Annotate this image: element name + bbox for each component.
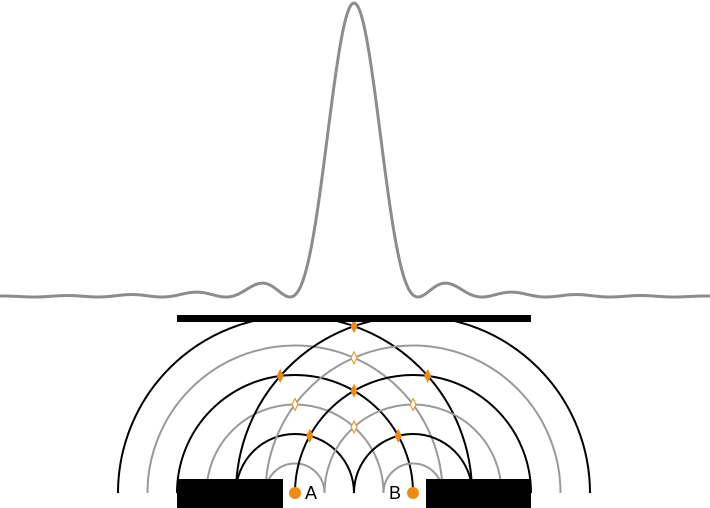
constructive-node (424, 368, 432, 384)
crest (117, 322, 473, 494)
constructive-node (276, 368, 284, 384)
barrier-left (177, 479, 283, 508)
barrier-right (426, 479, 531, 508)
crest (235, 322, 591, 494)
screen (177, 315, 531, 322)
label-b: B (389, 483, 401, 503)
trough-node (409, 397, 417, 412)
source-b (407, 487, 419, 499)
constructive-node (350, 383, 358, 398)
trough-node (291, 397, 299, 412)
source-a (289, 487, 301, 499)
trough-node (350, 419, 358, 435)
crest (353, 433, 473, 494)
crest (235, 433, 355, 494)
label-a: A (305, 483, 317, 503)
wavefronts (117, 322, 591, 494)
intensity-curve (0, 1, 710, 299)
intersection-markers (276, 319, 432, 443)
trough (146, 344, 444, 494)
constructive-node (350, 319, 358, 334)
constructive-node (306, 428, 314, 443)
constructive-node (394, 428, 402, 443)
trough (264, 344, 562, 494)
trough-node (350, 350, 358, 365)
